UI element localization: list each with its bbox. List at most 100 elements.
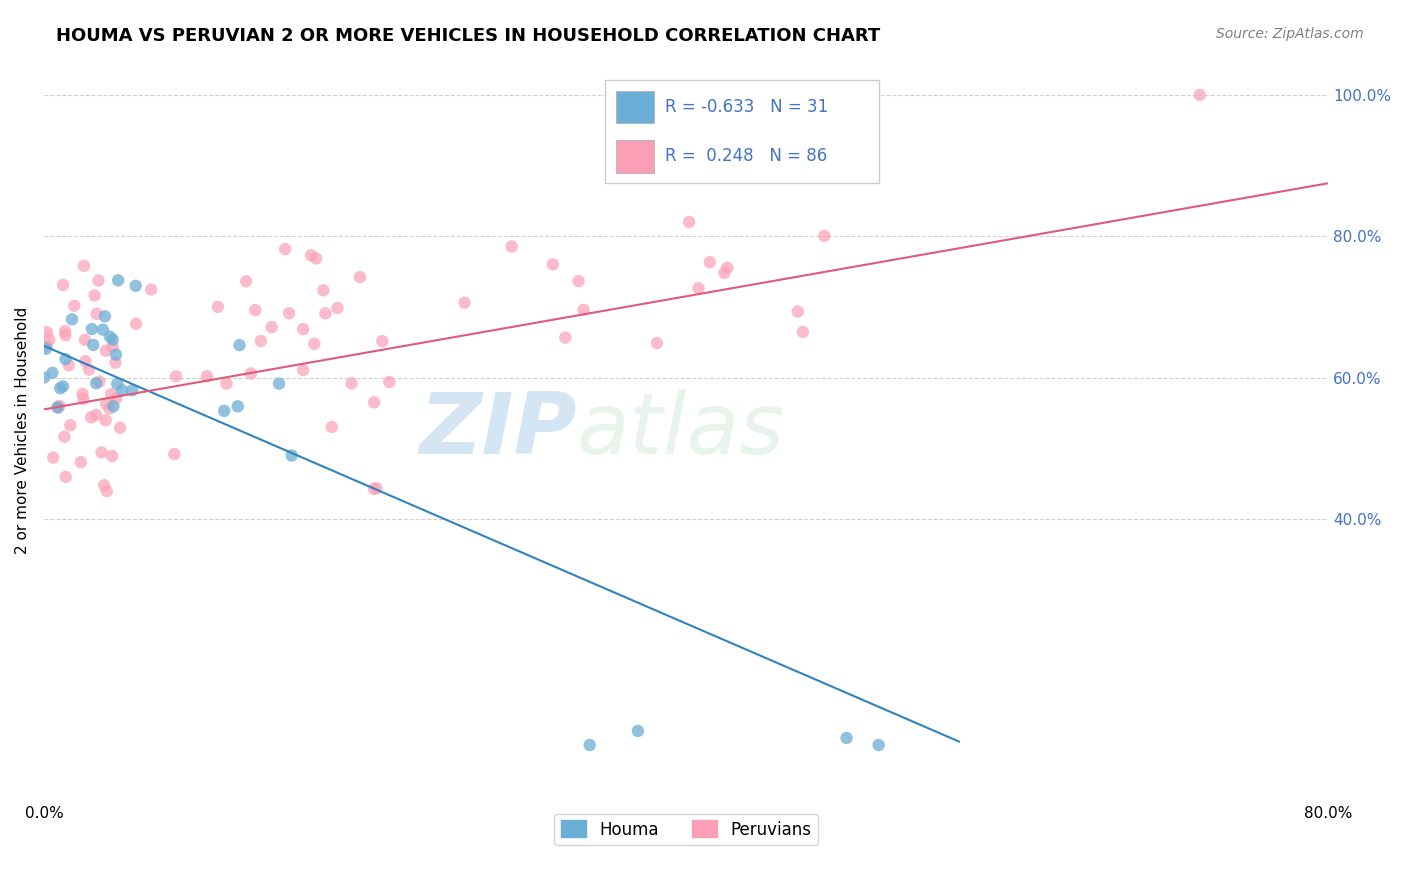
Point	[578, 738, 600, 752]
Point	[80, 410, 103, 425]
Point	[73, 259, 96, 273]
Point	[86, 307, 108, 321]
Point	[96, 484, 118, 499]
Point	[267, 376, 290, 391]
Point	[835, 731, 858, 745]
Point	[292, 322, 315, 336]
Point	[52, 277, 75, 292]
Point	[378, 375, 401, 389]
Point	[340, 376, 363, 391]
Point	[94, 413, 117, 427]
Point	[46, 401, 69, 415]
Point	[141, 283, 163, 297]
Point	[304, 336, 326, 351]
Point	[35, 325, 58, 339]
Point	[53, 324, 76, 338]
Point	[305, 252, 328, 266]
Point	[101, 449, 124, 463]
Point	[235, 274, 257, 288]
Point	[278, 306, 301, 320]
Point	[363, 395, 385, 409]
Point	[77, 362, 100, 376]
Point	[52, 379, 75, 393]
Point	[55, 328, 77, 343]
Point	[699, 255, 721, 269]
Point	[572, 302, 595, 317]
Point	[215, 376, 238, 391]
Point	[207, 300, 229, 314]
Point	[453, 295, 475, 310]
Point	[93, 478, 115, 492]
Point	[501, 239, 523, 253]
Point	[101, 333, 124, 347]
Point	[72, 392, 94, 406]
Point	[212, 404, 235, 418]
Point	[107, 273, 129, 287]
Point	[60, 312, 83, 326]
Point	[87, 274, 110, 288]
Point	[868, 738, 890, 752]
Point	[249, 334, 271, 348]
Text: HOUMA VS PERUVIAN 2 OR MORE VEHICLES IN HOUSEHOLD CORRELATION CHART: HOUMA VS PERUVIAN 2 OR MORE VEHICLES IN …	[56, 27, 880, 45]
Point	[63, 299, 86, 313]
Bar	[616, 91, 654, 123]
Point	[83, 288, 105, 302]
Point	[371, 334, 394, 348]
Point	[716, 260, 738, 275]
Point	[104, 356, 127, 370]
Point	[104, 392, 127, 406]
Point	[645, 336, 668, 351]
Point	[813, 228, 835, 243]
Point	[103, 400, 125, 414]
Point	[91, 323, 114, 337]
Point	[195, 369, 218, 384]
Point	[94, 397, 117, 411]
Point	[226, 400, 249, 414]
Point	[366, 481, 388, 495]
Point	[32, 370, 55, 384]
Point	[94, 310, 117, 324]
Point	[100, 387, 122, 401]
Point	[80, 322, 103, 336]
Point	[567, 274, 589, 288]
Point	[89, 375, 111, 389]
Point	[121, 384, 143, 398]
Point	[314, 306, 336, 320]
Point	[59, 418, 82, 433]
Point	[688, 281, 710, 295]
Point	[84, 408, 107, 422]
Point	[627, 723, 650, 738]
Point	[72, 387, 94, 401]
Y-axis label: 2 or more Vehicles in Household: 2 or more Vehicles in Household	[15, 307, 30, 554]
Text: atlas: atlas	[576, 389, 785, 472]
Point	[105, 376, 128, 391]
Point	[108, 420, 131, 434]
Point	[260, 320, 283, 334]
Point	[125, 317, 148, 331]
Point	[35, 338, 58, 352]
Point	[55, 352, 77, 367]
Text: R = -0.633   N = 31: R = -0.633 N = 31	[665, 98, 828, 116]
Point	[75, 354, 97, 368]
Point	[245, 303, 267, 318]
Point	[239, 367, 262, 381]
Point	[125, 278, 148, 293]
Point	[713, 266, 735, 280]
Point	[82, 338, 104, 352]
Point	[274, 242, 297, 256]
Point	[73, 333, 96, 347]
Point	[53, 430, 76, 444]
Point	[84, 376, 107, 391]
Point	[1188, 87, 1211, 102]
Point	[90, 445, 112, 459]
Point	[163, 447, 186, 461]
Point	[292, 363, 315, 377]
Point	[541, 257, 564, 271]
Point	[363, 482, 385, 496]
Point	[678, 215, 700, 229]
Point	[55, 470, 77, 484]
Point	[49, 381, 72, 395]
Point	[228, 338, 250, 352]
Text: ZIP: ZIP	[419, 389, 576, 472]
Point	[41, 366, 63, 380]
